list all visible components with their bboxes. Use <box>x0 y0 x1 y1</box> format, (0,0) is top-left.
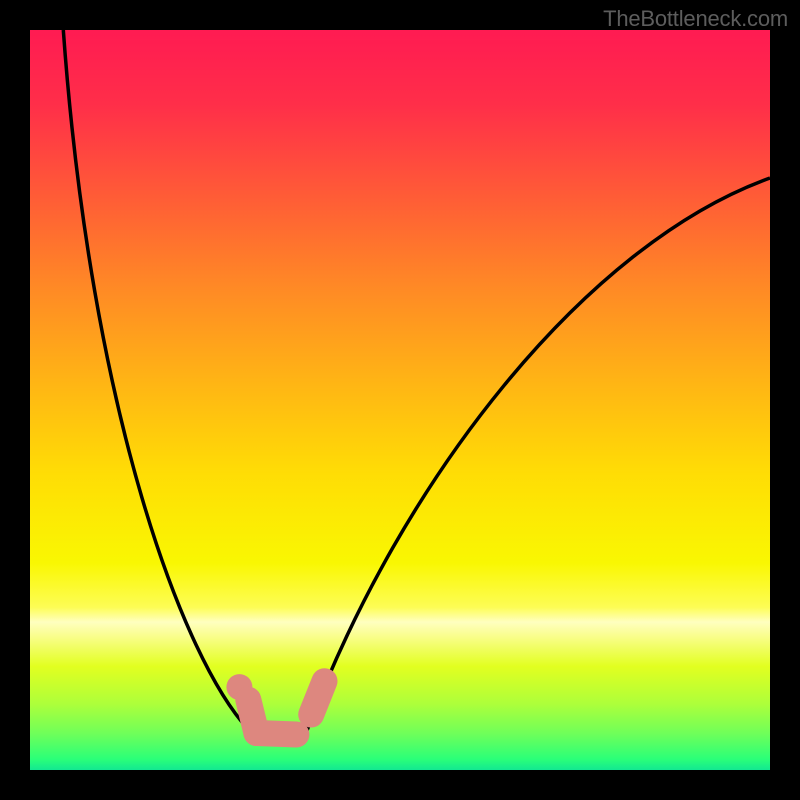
watermark-text: TheBottleneck.com <box>603 6 788 32</box>
plot-area <box>30 30 770 770</box>
curve-layer <box>30 30 770 770</box>
highlight-overlay <box>226 674 324 734</box>
bottleneck-curve <box>63 30 770 734</box>
highlight-segment <box>311 681 324 714</box>
highlight-segment <box>256 733 296 734</box>
chart-root: TheBottleneck.com <box>0 0 800 800</box>
